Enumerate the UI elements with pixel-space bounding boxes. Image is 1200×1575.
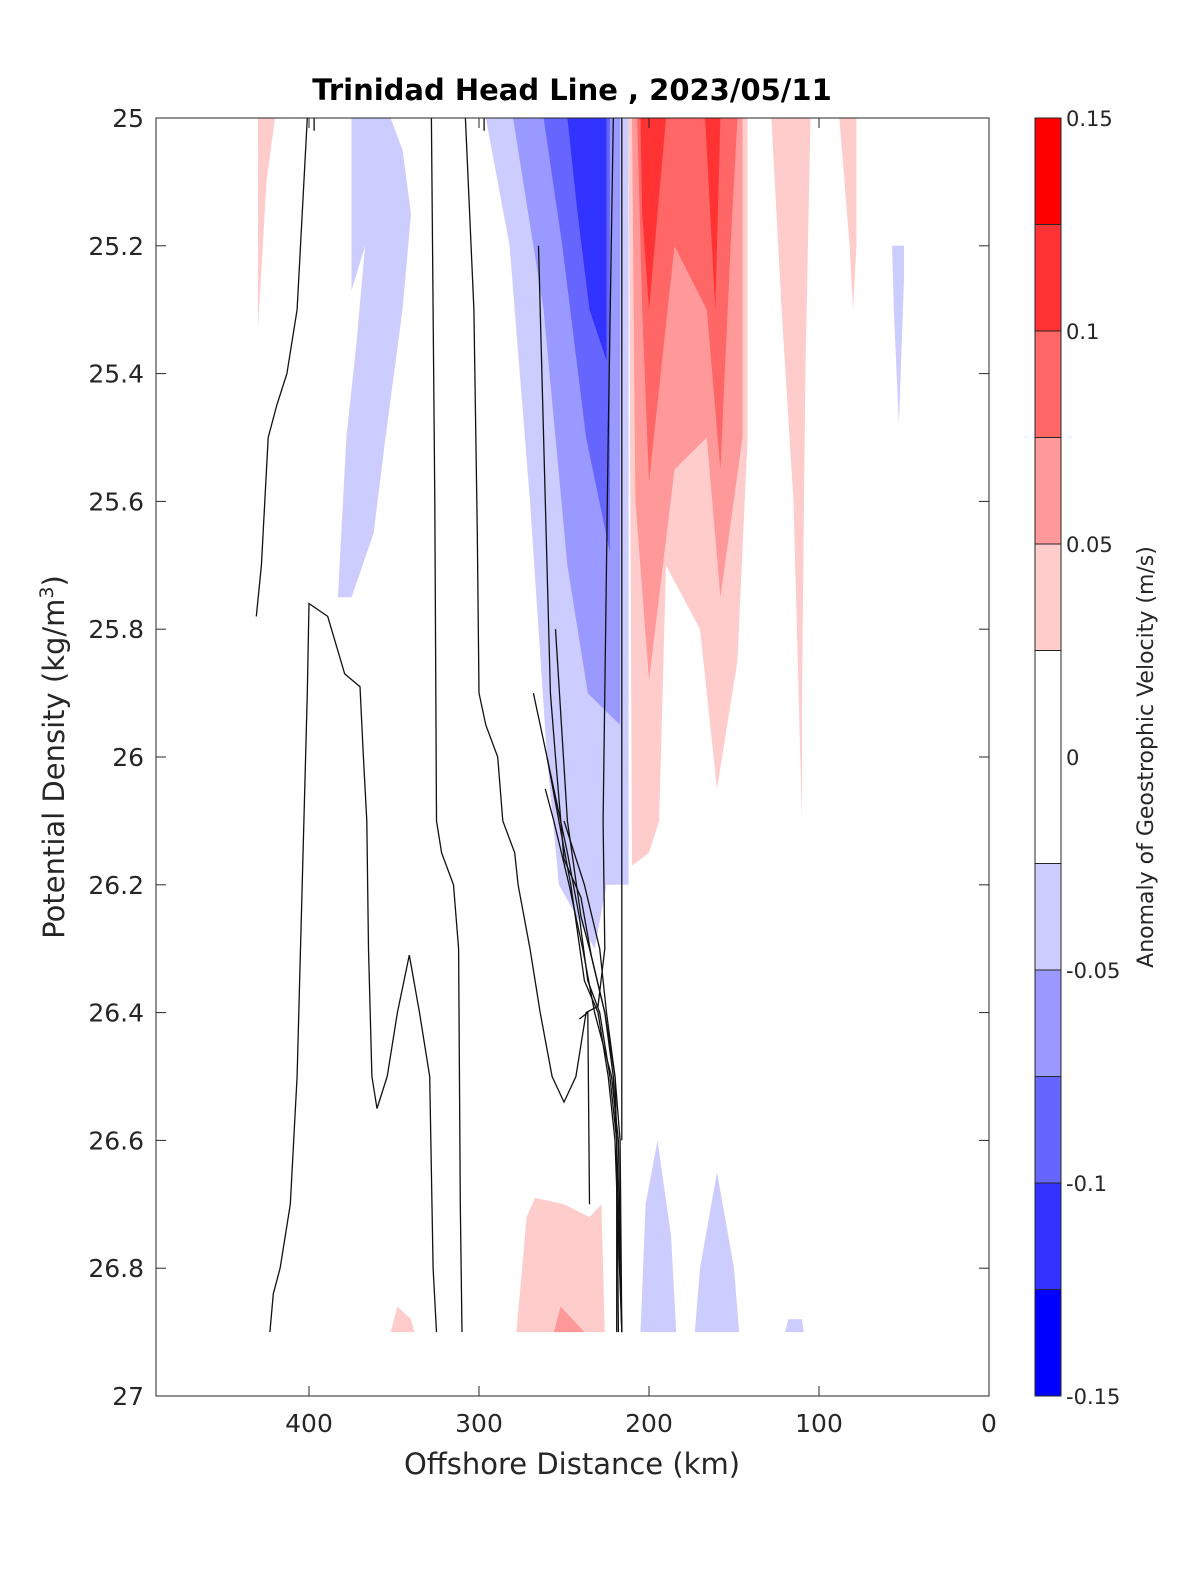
x-axis-ticks: 400 300 200 100 0	[285, 118, 997, 1438]
colorbar-band-10	[1035, 118, 1061, 225]
zero-contour-line-11	[546, 756, 623, 1333]
filled-contour-region-5	[567, 118, 607, 361]
colorbar-tick-label: -0.15	[1066, 1385, 1120, 1409]
filled-contour-region-16	[390, 1306, 415, 1333]
filled-contour-region-9	[640, 118, 666, 310]
filled-contour-region-12	[839, 118, 857, 310]
colorbar-tick-label: 0.05	[1066, 533, 1113, 557]
y-tick-label: 26.8	[88, 1254, 144, 1283]
colorbar-tick-label: -0.05	[1066, 959, 1120, 983]
y-tick-label: 25	[112, 104, 144, 133]
y-tick-label: 25.4	[88, 360, 144, 389]
zero-contour-line-4	[464, 117, 614, 1104]
y-tick-label: 25.2	[88, 232, 144, 261]
colorbar-band-8	[1035, 331, 1061, 438]
y-axis-label-main: Potential Density (kg/m	[37, 599, 71, 939]
filled-contour-region-10	[705, 118, 721, 310]
y-axis-ticks: 25 25.2 25.4 25.6 25.8 26 26.2 26.4 26.6 26.8 27	[88, 104, 989, 1411]
zero-contour-line-0	[255, 117, 308, 617]
colorbar-band-3	[1035, 970, 1061, 1077]
x-tick-label: 100	[795, 1409, 843, 1438]
colorbar-band-5	[1035, 650, 1061, 864]
colorbar-tick-label: 0.1	[1066, 320, 1099, 344]
colorbar-band-6	[1035, 544, 1061, 651]
zero-contour-line-9	[544, 788, 623, 1333]
colorbar-band-7	[1035, 437, 1061, 544]
colorbar-bands	[1035, 118, 1061, 1396]
zero-contour-line-6	[537, 245, 623, 1333]
colorbar-band-9	[1035, 224, 1061, 331]
filled-contours	[258, 118, 904, 1333]
chart-title: Trinidad Head Line , 2023/05/11	[312, 73, 832, 107]
plot-area: 400 300 200 100 0 25 25.2 25.4 25.6 25.8 26 26.2 26…	[88, 104, 997, 1438]
filled-contour-region-19	[785, 1319, 804, 1333]
x-axis-label: Offshore Distance (km)	[404, 1447, 740, 1481]
y-axis-label-close: )	[37, 575, 71, 586]
filled-contour-region-0	[258, 118, 275, 329]
colorbar-tick-label: -0.1	[1066, 1172, 1107, 1196]
x-tick-label: 400	[285, 1409, 333, 1438]
x-tick-label: 0	[981, 1409, 997, 1438]
y-tick-label: 26.6	[88, 1126, 144, 1155]
colorbar-label: Anomaly of Geostrophic Velocity (m/s)	[1134, 546, 1159, 968]
filled-contour-region-1	[300, 118, 411, 598]
y-tick-label: 26.4	[88, 999, 144, 1028]
colorbar-band-2	[1035, 1076, 1061, 1183]
colorbar-band-4	[1035, 863, 1061, 970]
x-tick-label: 300	[455, 1409, 503, 1438]
zero-contour-lines	[255, 117, 623, 1333]
colorbar-tick-label: 0.15	[1066, 107, 1113, 131]
zero-contour-line-3	[430, 117, 463, 1333]
y-tick-label: 25.6	[88, 487, 144, 516]
zero-contour-line-13	[563, 820, 623, 1333]
filled-contour-region-14	[516, 1197, 605, 1333]
x-tick-label: 200	[625, 1409, 673, 1438]
filled-contour-region-13	[892, 245, 904, 425]
filled-contour-region-11	[771, 118, 811, 821]
y-tick-label: 27	[112, 1382, 144, 1411]
y-tick-label: 25.8	[88, 615, 144, 644]
y-axis-label-superscript: 3	[36, 586, 58, 598]
y-tick-label: 26.2	[88, 871, 144, 900]
filled-contour-region-17	[640, 1140, 677, 1333]
colorbar: 0.15 0.1 0.05 0 -0.05 -0.1 -0.15	[1034, 107, 1120, 1409]
colorbar-frame	[1034, 117, 1062, 1397]
filled-contour-region-18	[694, 1172, 740, 1333]
colorbar-ticks: 0.15 0.1 0.05 0 -0.05 -0.1 -0.15	[1066, 107, 1120, 1409]
zero-contour-line-7	[578, 1011, 591, 1205]
y-tick-label: 26	[112, 743, 144, 772]
colorbar-tick-label: 0	[1066, 746, 1079, 770]
colorbar-band-1	[1035, 1183, 1061, 1290]
zero-contour-line-12	[532, 692, 618, 1333]
zero-contour-line-2	[269, 602, 438, 1333]
y-axis-label: Potential Density (kg/m3)	[36, 575, 71, 939]
colorbar-band-0	[1035, 1289, 1061, 1396]
filled-contour-region-15	[553, 1306, 585, 1333]
